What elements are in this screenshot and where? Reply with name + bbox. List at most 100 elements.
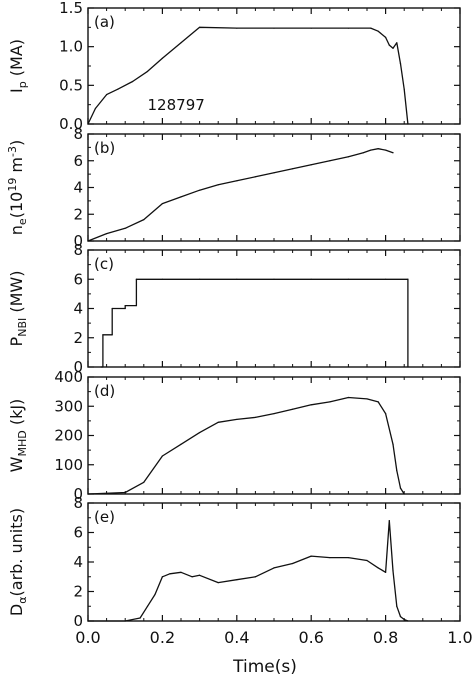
y-axis-label: WMHD (kJ) — [7, 399, 29, 473]
y-tick-label: 2 — [73, 205, 83, 223]
data-point — [117, 88, 119, 90]
panel-letter: (d) — [94, 382, 115, 400]
x-tick-label: 0.4 — [224, 628, 249, 647]
y-tick-label: 2 — [73, 583, 83, 601]
data-point — [399, 63, 402, 65]
data-point — [124, 491, 126, 494]
data-point — [124, 307, 126, 310]
series-line — [88, 520, 409, 622]
panel-letter: (e) — [94, 508, 115, 526]
data-point — [161, 57, 163, 59]
data-point — [370, 27, 372, 29]
x-tick-label: 1.0 — [447, 628, 472, 647]
shot-number-annotation: 128797 — [148, 96, 205, 114]
x-tick-label: 0.2 — [150, 628, 175, 647]
data-point — [388, 44, 390, 46]
data-point — [161, 278, 163, 280]
data-point — [292, 562, 294, 565]
data-point — [236, 27, 238, 29]
panel-letter: (c) — [94, 255, 114, 273]
data-point — [407, 278, 409, 280]
data-point — [403, 88, 405, 90]
panel-letter: (a) — [94, 13, 115, 31]
axes-frame — [87, 133, 461, 242]
data-point — [392, 47, 394, 49]
panel-b: 0 2 4 6 8 (b) ne(1019 m-3) — [6, 125, 461, 250]
data-point — [217, 582, 219, 584]
y-tick-label: 0.0 — [59, 115, 83, 133]
data-point — [199, 574, 201, 576]
axes-frame — [87, 502, 461, 622]
data-point — [139, 617, 141, 619]
data-point — [388, 520, 390, 522]
y-tick-label: 6 — [73, 524, 83, 542]
data-point — [217, 184, 219, 186]
data-point — [385, 571, 387, 573]
data-point — [370, 149, 372, 151]
data-point — [236, 418, 238, 421]
data-point — [180, 571, 182, 573]
data-point — [273, 567, 275, 569]
data-point — [385, 149, 387, 151]
data-point — [396, 470, 398, 472]
data-point — [161, 202, 163, 205]
y-axis-label: ne(1019 m-3) — [6, 140, 29, 235]
x-tick-label: 0.0 — [75, 628, 100, 647]
y-tick-label: 6 — [73, 152, 83, 170]
y-tick-label: 0 — [73, 485, 83, 503]
y-tick-label: 0.5 — [59, 76, 83, 94]
data-point — [161, 576, 163, 578]
data-point — [124, 620, 126, 622]
data-point — [87, 123, 89, 125]
data-point — [407, 620, 409, 622]
data-point — [292, 168, 294, 170]
data-point — [273, 412, 275, 415]
series-line — [87, 396, 405, 495]
data-point — [94, 107, 97, 110]
x-tick-label: 0.8 — [373, 628, 398, 647]
data-point — [403, 493, 405, 495]
y-tick-label: 0 — [73, 232, 83, 250]
data-point — [106, 233, 108, 235]
data-point — [396, 42, 398, 44]
data-point — [310, 164, 312, 166]
x-axis-label: Time(s) — [232, 657, 297, 677]
data-point — [217, 421, 219, 423]
y-tick-label: 4 — [73, 300, 83, 318]
data-point — [407, 366, 409, 368]
data-point — [236, 278, 238, 280]
y-tick-label: 8 — [73, 241, 83, 259]
data-point — [347, 278, 349, 280]
y-tick-label: 4 — [73, 553, 83, 571]
data-point — [377, 148, 379, 150]
panel-c: 0 2 4 6 8 (c) PNBI (MW) — [7, 241, 461, 376]
panel-a: 0.0 0.5 1.0 1.5 (a) Ip (MA) 128797 — [7, 0, 461, 133]
data-point — [180, 42, 182, 44]
data-point — [180, 443, 182, 445]
data-point — [135, 278, 137, 280]
data-point — [100, 366, 102, 368]
data-point — [347, 556, 349, 559]
data-point — [310, 555, 312, 557]
data-point — [132, 80, 134, 83]
data-point — [161, 455, 163, 457]
series-line — [101, 278, 409, 368]
data-point — [377, 567, 379, 569]
data-point — [273, 27, 275, 29]
series-line — [87, 148, 394, 242]
data-point — [310, 404, 312, 406]
panel-d: 0 100 200 300 400 (d) WMHD (kJ) — [7, 368, 461, 503]
data-point — [87, 493, 89, 495]
data-point — [236, 180, 238, 182]
data-point — [135, 304, 137, 307]
data-point — [180, 196, 182, 198]
data-point — [143, 481, 145, 483]
data-point — [329, 160, 331, 162]
y-tick-label: 0 — [73, 358, 83, 376]
y-tick-label: 4 — [73, 179, 83, 197]
data-point — [347, 156, 349, 158]
data-point — [254, 576, 256, 578]
data-point — [111, 334, 113, 336]
y-tick-label: 100 — [54, 456, 83, 474]
